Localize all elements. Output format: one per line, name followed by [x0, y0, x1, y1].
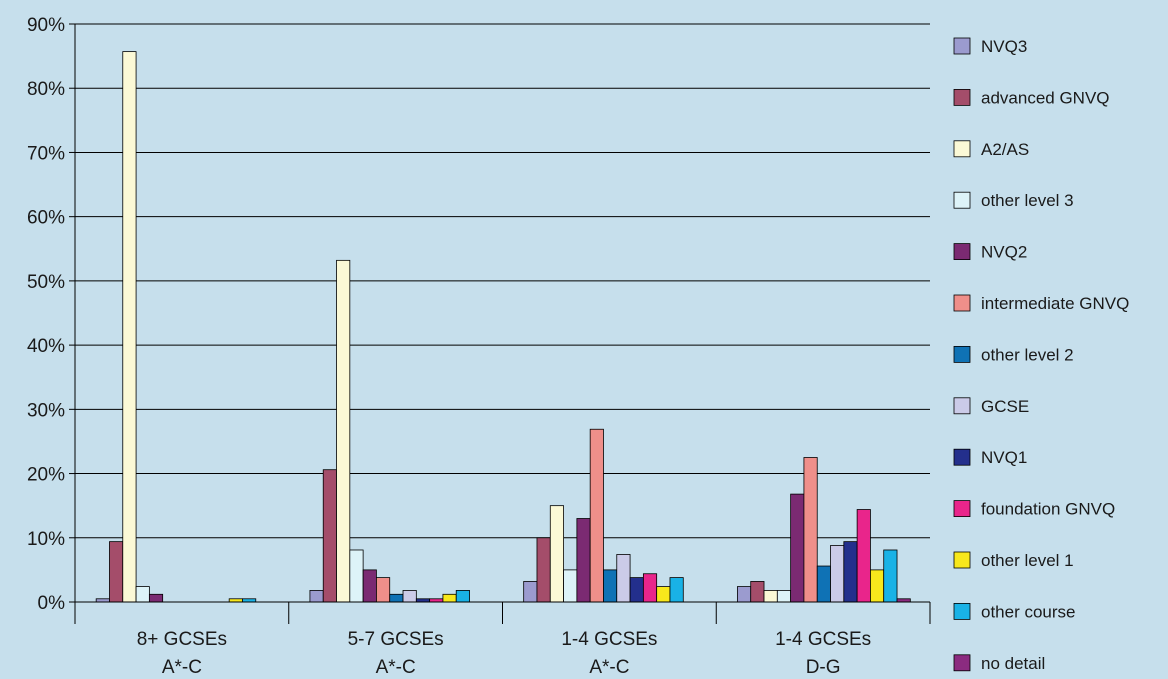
- bar: [589, 428, 604, 603]
- legend-swatch: [953, 603, 971, 620]
- y-tick-label: 80%: [27, 79, 65, 100]
- legend-swatch: [953, 654, 971, 672]
- y-axis-ticks: 0% 10% 20% 30% 40% 50% 60% 70% 80% 90%: [27, 15, 65, 614]
- bar: [883, 549, 898, 603]
- bar: [536, 537, 551, 603]
- bar: [803, 457, 818, 603]
- y-tick-label: 50%: [27, 272, 65, 293]
- bar: [362, 569, 377, 603]
- legend-label: NVQ2: [981, 243, 1027, 262]
- legend-label: NVQ3: [981, 37, 1027, 56]
- bar: [122, 51, 137, 603]
- y-tick-label: 0%: [38, 593, 66, 614]
- bar: [669, 577, 684, 603]
- bar: [376, 577, 391, 603]
- bars: [95, 51, 911, 603]
- bar: [389, 593, 404, 603]
- bar: [790, 493, 805, 603]
- legend-swatch: [953, 397, 971, 415]
- x-category-label: A*-C: [162, 657, 202, 678]
- bar: [455, 590, 470, 603]
- bar: [109, 541, 124, 603]
- legend: NVQ3 advanced GNVQ A2/AS other level 3 NVQ2 i…: [953, 37, 1129, 673]
- bar: [750, 581, 765, 603]
- bar: [563, 569, 578, 603]
- bar: [349, 549, 364, 603]
- legend-label: advanced GNVQ: [981, 88, 1110, 107]
- x-category-label: 5-7 GCSEs: [348, 629, 444, 650]
- y-tick-label: 20%: [27, 465, 65, 486]
- bar: [576, 518, 591, 603]
- bar: [642, 573, 658, 603]
- bar: [830, 545, 845, 603]
- legend-label: foundation GNVQ: [981, 500, 1115, 519]
- legend-swatch: [953, 89, 971, 106]
- bar: [135, 586, 150, 603]
- x-category-label: D-G: [806, 657, 841, 678]
- y-tick-label: 10%: [27, 529, 65, 550]
- legend-label: no detail: [981, 654, 1045, 673]
- legend-label: other course: [981, 602, 1076, 621]
- bar: [870, 569, 885, 603]
- bar: [737, 586, 752, 603]
- y-tick-label: 70%: [27, 143, 65, 164]
- legend-swatch: [953, 140, 971, 158]
- y-tick-label: 60%: [27, 208, 65, 229]
- y-tick-label: 30%: [27, 400, 65, 421]
- gridlines: [75, 23, 930, 539]
- legend-label: intermediate GNVQ: [981, 294, 1129, 313]
- bar: [309, 590, 324, 603]
- y-tick-label: 40%: [27, 336, 65, 357]
- bar: [856, 509, 871, 603]
- bar: [148, 593, 164, 603]
- bar: [322, 469, 337, 603]
- bar: [656, 586, 671, 603]
- bar: [629, 577, 644, 603]
- bar: [616, 554, 631, 603]
- legend-swatch: [953, 37, 971, 55]
- legend-label: other level 3: [981, 191, 1074, 210]
- legend-label: A2/AS: [981, 140, 1029, 159]
- bar: [523, 581, 538, 603]
- bar: [442, 593, 457, 603]
- bar: [603, 569, 618, 603]
- legend-swatch: [953, 294, 971, 312]
- bar: [763, 590, 778, 603]
- legend-label: other level 1: [981, 551, 1074, 570]
- bar: [816, 565, 831, 603]
- bar: [549, 505, 564, 603]
- x-category-label: A*-C: [589, 657, 629, 678]
- legend-label: other level 2: [981, 345, 1074, 364]
- legend-swatch: [953, 243, 971, 261]
- legend-swatch: [953, 448, 971, 466]
- legend-label: NVQ1: [981, 448, 1027, 467]
- x-category-label: 1-4 GCSEs: [775, 629, 871, 650]
- legend-swatch: [953, 500, 971, 518]
- bar: [336, 259, 351, 603]
- legend-swatch: [953, 551, 971, 569]
- legend-swatch: [953, 191, 971, 209]
- x-category-label: 1-4 GCSEs: [561, 629, 657, 650]
- legend-label: GCSE: [981, 397, 1029, 416]
- axes: [69, 23, 931, 624]
- bar: [843, 541, 858, 603]
- y-tick-label: 90%: [27, 15, 65, 36]
- legend-swatch: [953, 345, 971, 363]
- x-category-label: A*-C: [376, 657, 416, 678]
- bar: [776, 590, 792, 603]
- x-axis-labels: 8+ GCSEs A*-C 5-7 GCSEs A*-C 1-4 GCSEs A*-C 1-…: [137, 629, 871, 678]
- x-category-label: 8+ GCSEs: [137, 629, 227, 650]
- bar: [402, 590, 417, 603]
